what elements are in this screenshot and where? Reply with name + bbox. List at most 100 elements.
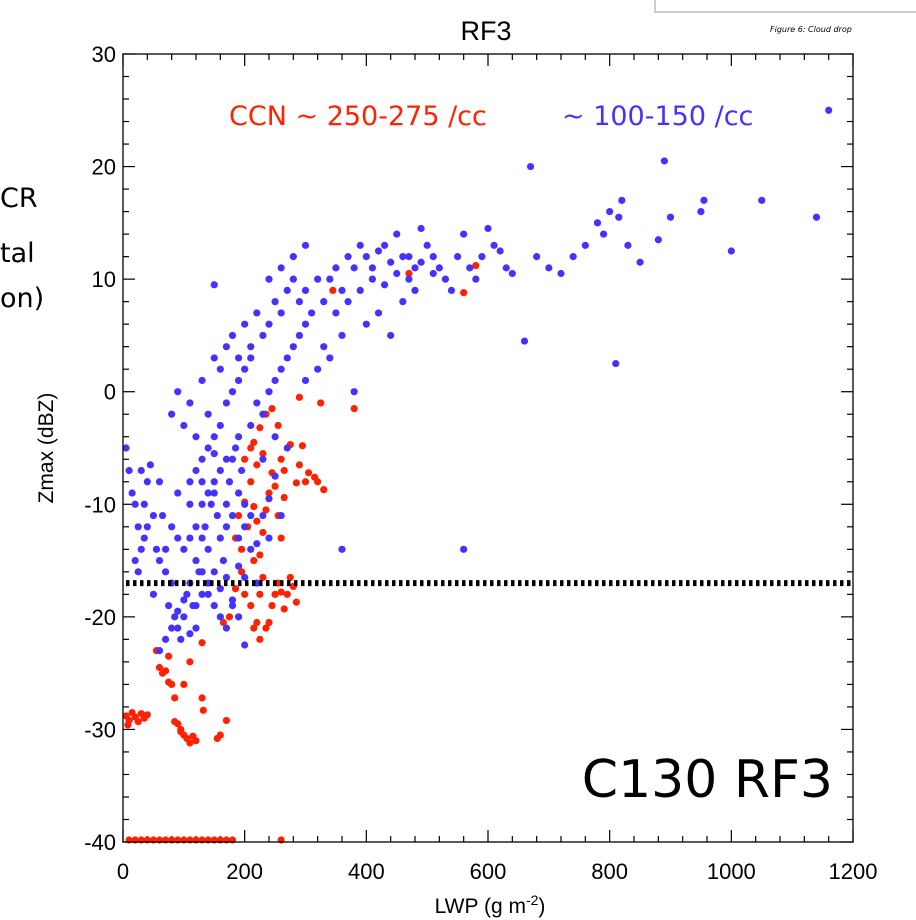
data-point xyxy=(204,410,212,418)
data-point xyxy=(216,731,224,739)
data-point xyxy=(171,717,179,726)
series-ccn-low xyxy=(122,106,833,655)
data-point xyxy=(198,500,206,508)
data-point xyxy=(256,424,264,432)
data-point xyxy=(247,421,255,430)
data-point xyxy=(198,478,206,486)
data-point xyxy=(374,309,383,317)
data-point xyxy=(368,264,377,272)
data-point xyxy=(447,286,456,294)
y-tick-label: -20 xyxy=(84,605,116,630)
data-point xyxy=(174,388,182,396)
data-point xyxy=(192,556,200,565)
data-point xyxy=(259,528,267,537)
data-point xyxy=(338,331,346,340)
data-point xyxy=(131,556,139,565)
data-point xyxy=(289,275,297,283)
data-point xyxy=(399,253,407,261)
data-point xyxy=(234,376,243,385)
data-point xyxy=(280,466,288,475)
data-point xyxy=(177,725,185,734)
data-point xyxy=(624,241,632,249)
data-point xyxy=(225,478,234,486)
data-point xyxy=(207,500,215,508)
data-point xyxy=(411,286,419,294)
data-point xyxy=(222,573,231,582)
data-point xyxy=(280,493,288,502)
data-point xyxy=(265,495,273,503)
data-point xyxy=(149,590,158,598)
data-point xyxy=(758,196,766,204)
data-point xyxy=(247,343,255,351)
data-point xyxy=(259,455,267,463)
data-point xyxy=(247,444,255,452)
data-point xyxy=(472,275,480,283)
data-point xyxy=(161,667,170,675)
x-tick-label: 200 xyxy=(226,859,263,884)
data-point xyxy=(216,365,224,373)
data-point xyxy=(222,716,231,725)
data-point xyxy=(177,635,185,643)
y-axis-label: Zmax (dBZ) xyxy=(35,393,58,504)
data-point xyxy=(344,298,352,306)
data-point xyxy=(161,635,170,643)
data-point xyxy=(228,511,237,520)
data-point xyxy=(496,247,504,255)
data-points xyxy=(122,106,833,844)
data-point xyxy=(234,562,243,570)
data-point xyxy=(593,219,602,227)
x-axis-label-superscript: -2 xyxy=(526,892,539,908)
side-text-line-2: tal xyxy=(0,238,35,269)
data-point xyxy=(283,590,291,598)
data-point xyxy=(356,286,364,294)
data-point xyxy=(265,534,273,542)
x-tick-label: 1000 xyxy=(707,859,756,884)
data-point xyxy=(168,410,176,418)
data-point xyxy=(277,534,285,542)
data-point xyxy=(581,241,589,249)
data-point xyxy=(210,433,218,441)
data-point xyxy=(271,472,279,480)
data-point xyxy=(241,455,249,463)
data-point xyxy=(241,365,249,373)
data-point xyxy=(198,534,206,542)
data-point xyxy=(174,607,182,615)
data-point xyxy=(198,568,206,576)
data-point xyxy=(216,534,224,542)
data-point xyxy=(271,590,279,598)
data-point xyxy=(192,466,200,475)
data-point xyxy=(417,224,425,233)
data-point xyxy=(289,253,297,261)
data-point xyxy=(219,618,227,627)
x-axis-label: LWP (g m-2) xyxy=(435,892,546,918)
data-point xyxy=(460,230,468,238)
data-point xyxy=(612,359,620,368)
data-point xyxy=(250,502,258,511)
data-point xyxy=(222,399,231,407)
data-point xyxy=(526,162,535,171)
data-point xyxy=(155,663,164,672)
axis-tick-labels: 0 200 400 600 800 1000 1200 -40 -30 -20 -10 0 10 20 30 xyxy=(84,42,877,884)
data-point xyxy=(204,444,212,452)
data-point xyxy=(441,275,450,283)
data-point xyxy=(198,455,206,463)
data-point xyxy=(250,556,258,565)
data-point xyxy=(292,598,300,606)
data-point xyxy=(405,253,413,261)
data-point xyxy=(241,500,249,508)
data-point xyxy=(478,253,486,261)
data-point xyxy=(344,253,352,261)
data-point xyxy=(186,478,194,486)
data-point xyxy=(140,534,148,542)
data-point xyxy=(280,605,288,613)
data-point xyxy=(222,523,231,531)
side-text-group: CR tal on) xyxy=(0,183,44,314)
data-point xyxy=(216,421,224,430)
data-point xyxy=(192,523,200,531)
data-point xyxy=(265,320,273,328)
x-axis-label-close: ) xyxy=(538,895,545,918)
data-point xyxy=(277,455,285,463)
data-point xyxy=(234,433,243,441)
data-point xyxy=(259,410,267,418)
